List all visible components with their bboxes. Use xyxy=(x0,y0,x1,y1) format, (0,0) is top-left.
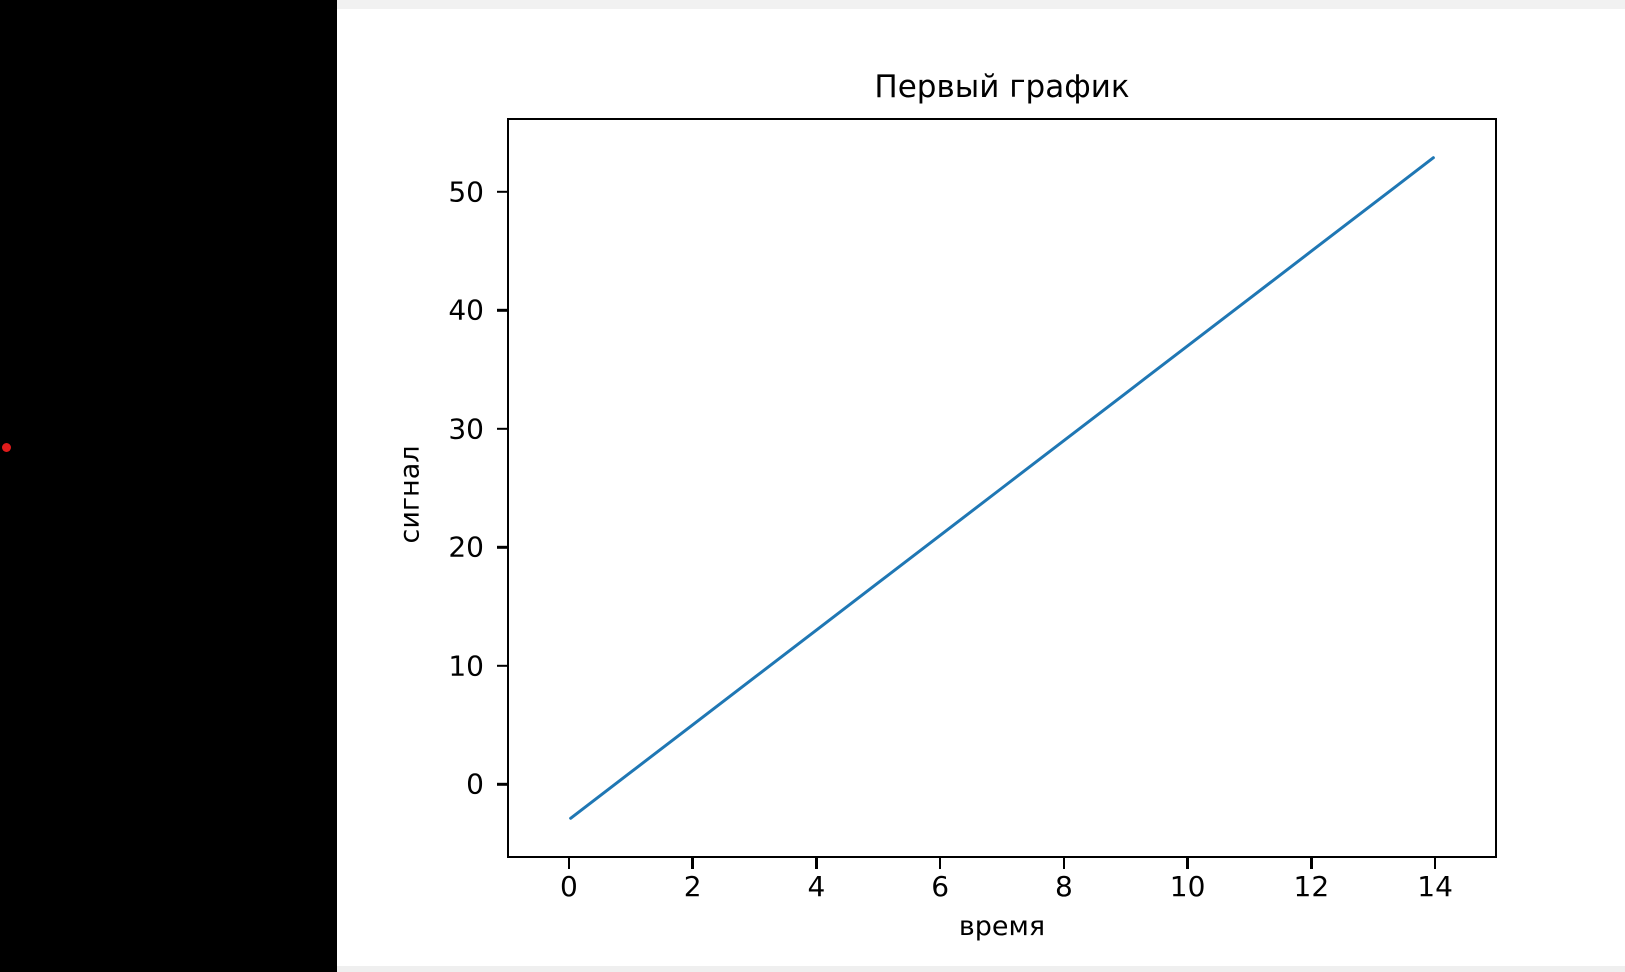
x-axis-label: время xyxy=(958,911,1046,942)
x-tick-mark xyxy=(567,858,571,869)
y-tick-mark xyxy=(497,427,508,430)
y-tick-mark xyxy=(497,190,508,193)
y-tick-label: 20 xyxy=(448,530,484,564)
series-line-signal xyxy=(569,156,1435,820)
x-tick-label: 0 xyxy=(559,870,578,903)
terminal-panel[interactable] xyxy=(0,0,337,972)
y-tick-label: 10 xyxy=(448,649,484,683)
x-tick-label: 8 xyxy=(1054,870,1073,903)
y-tick-label: 0 xyxy=(466,767,484,801)
y-tick-mark xyxy=(497,308,508,312)
y-tick-label: 40 xyxy=(448,293,484,327)
x-tick-mark xyxy=(691,858,694,869)
y-tick-label: 30 xyxy=(448,412,484,446)
y-axis-label: сигнал xyxy=(394,445,426,544)
y-tick-mark xyxy=(497,546,508,549)
window-bottom-strip xyxy=(337,966,1625,972)
x-tick-label: 12 xyxy=(1293,870,1330,903)
plot-line-series xyxy=(569,156,1435,820)
x-tick-label: 6 xyxy=(931,870,950,903)
x-tick-mark xyxy=(1062,858,1066,869)
figure-canvas[interactable]: Первый график 0 10 20 30 40 50 0 2 4 6 8 10 12 14 вр… xyxy=(337,9,1625,966)
x-tick-mark xyxy=(1186,858,1189,869)
plot-axes-frame xyxy=(507,118,1497,858)
y-tick-label: 50 xyxy=(448,175,484,209)
x-tick-mark xyxy=(1310,858,1313,869)
x-tick-label: 10 xyxy=(1169,870,1206,903)
x-tick-mark xyxy=(815,858,818,869)
x-tick-mark xyxy=(1433,858,1437,869)
x-tick-mark xyxy=(938,858,942,869)
window-top-strip xyxy=(337,0,1625,9)
x-tick-label: 14 xyxy=(1417,870,1453,903)
x-tick-label: 2 xyxy=(683,870,702,903)
matplotlib-figure-window[interactable]: Первый график 0 10 20 30 40 50 0 2 4 6 8 10 12 14 вр… xyxy=(337,0,1625,972)
x-tick-label: 4 xyxy=(807,870,826,903)
chart-title: Первый график xyxy=(874,69,1130,105)
y-tick-mark xyxy=(497,664,508,668)
terminal-cursor-dot xyxy=(2,443,11,452)
y-tick-mark xyxy=(497,783,508,786)
